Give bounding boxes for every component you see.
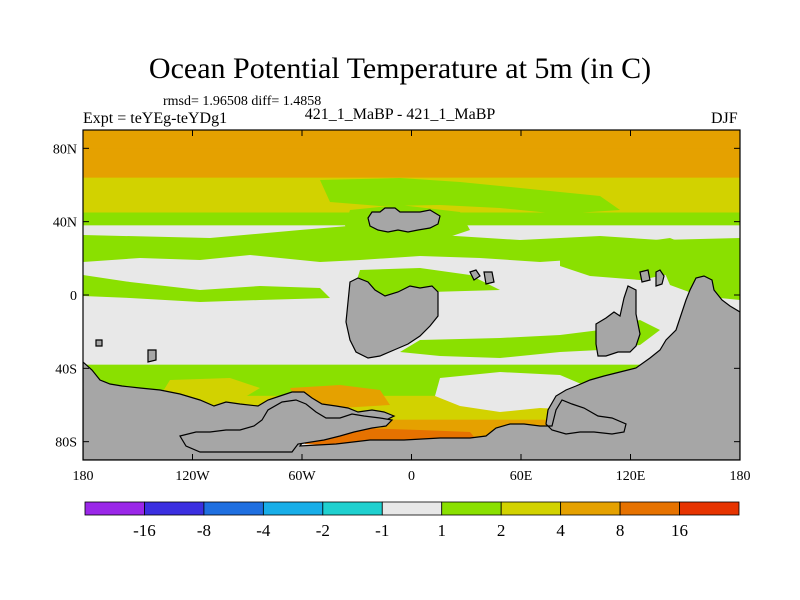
x-tick-label: 0: [408, 469, 415, 484]
colorbar-swatch: [680, 502, 739, 515]
colorbar-swatch: [442, 502, 501, 515]
colorbar-swatch: [85, 502, 144, 515]
colorbar-label: 1: [437, 521, 446, 540]
colorbar-label: 8: [616, 521, 625, 540]
land-mass-europe-block: [368, 208, 440, 232]
temperature-band: [83, 148, 740, 178]
colorbar-swatch: [501, 502, 560, 515]
colorbar-swatch: [263, 502, 322, 515]
x-tick-label: 180: [73, 469, 94, 484]
y-tick-label: 80N: [53, 142, 77, 157]
colorbar-swatch: [323, 502, 382, 515]
x-tick-label: 120E: [616, 469, 646, 484]
colorbar-swatch: [561, 502, 620, 515]
colorbar: -16 -8 -4 -2 -1 1 2 4 8 16: [85, 502, 739, 540]
chart-canvas: 180 120W 60W 0 60E 120E 180 80N 40N 0 40S 80S -16 -8…: [0, 0, 800, 600]
y-tick-label: 40N: [53, 216, 77, 231]
colorbar-label: 2: [497, 521, 506, 540]
colorbar-swatch: [620, 502, 679, 515]
colorbar-swatch: [204, 502, 263, 515]
colorbar-swatch: [382, 502, 441, 515]
x-tick-label: 60E: [510, 469, 533, 484]
map-area: [83, 130, 740, 460]
land-mass-pacific-island: [96, 340, 102, 346]
land-mass-pacific-island: [640, 270, 650, 282]
x-tick-label: 60W: [288, 469, 316, 484]
land-mass-pacific-island: [484, 272, 494, 284]
colorbar-label: -1: [375, 521, 389, 540]
y-tick-label: 80S: [55, 436, 77, 451]
colorbar-label: 4: [556, 521, 565, 540]
colorbar-label: 16: [671, 521, 688, 540]
colorbar-label: -8: [197, 521, 211, 540]
colorbar-label: -16: [133, 521, 156, 540]
colorbar-label: -2: [316, 521, 330, 540]
colorbar-swatch: [144, 502, 203, 515]
x-tick-label: 120W: [175, 469, 210, 484]
land-mass-pacific-island: [148, 350, 156, 362]
colorbar-label: -4: [256, 521, 271, 540]
y-tick-label: 0: [70, 289, 77, 304]
x-tick-label: 180: [730, 469, 751, 484]
y-tick-label: 40S: [55, 362, 77, 377]
